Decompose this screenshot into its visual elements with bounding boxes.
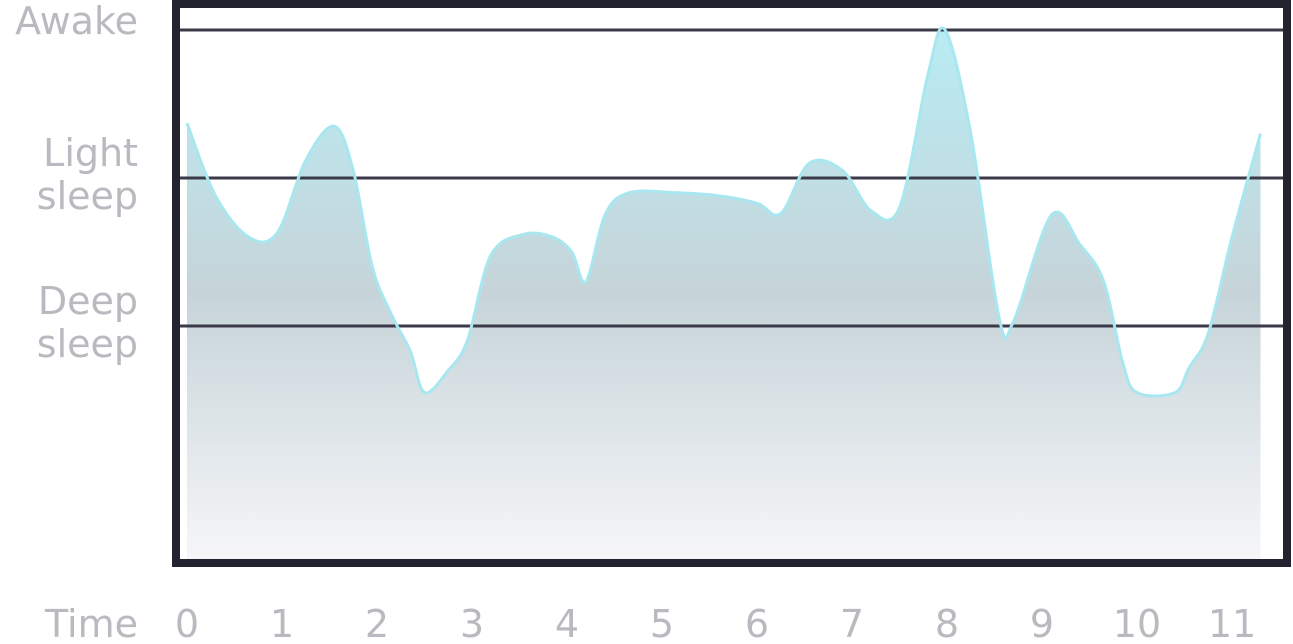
x-tick-9: 9 bbox=[1030, 602, 1054, 644]
y-label-light-sleep-line-1: Light bbox=[43, 131, 138, 175]
x-tick-4: 4 bbox=[555, 602, 579, 644]
level-gridlines bbox=[180, 28, 1283, 328]
sleep-area bbox=[187, 27, 1261, 559]
x-tick-2: 2 bbox=[365, 602, 389, 644]
sleep-line bbox=[185, 26, 1262, 398]
x-tick-8: 8 bbox=[935, 602, 959, 644]
x-tick-10: 10 bbox=[1113, 602, 1161, 644]
x-tick-11: 11 bbox=[1208, 602, 1256, 644]
x-tick-1: 1 bbox=[270, 602, 294, 644]
x-axis-label: Time bbox=[44, 602, 138, 644]
x-axis-ticks: 0 1 2 3 4 5 6 7 8 9 10 11 bbox=[175, 602, 1256, 644]
x-tick-3: 3 bbox=[460, 602, 484, 644]
plot-frame bbox=[172, 0, 1291, 567]
x-tick-7: 7 bbox=[840, 602, 864, 644]
x-tick-5: 5 bbox=[650, 602, 674, 644]
y-label-light-sleep-line-2: sleep bbox=[37, 174, 138, 218]
y-label-deep-sleep-line-2: sleep bbox=[37, 322, 138, 366]
y-label-deep-sleep-line-1: Deep bbox=[38, 279, 138, 323]
y-label-awake-line-1: Awake bbox=[15, 0, 138, 43]
x-tick-6: 6 bbox=[745, 602, 769, 644]
x-tick-0: 0 bbox=[175, 602, 199, 644]
